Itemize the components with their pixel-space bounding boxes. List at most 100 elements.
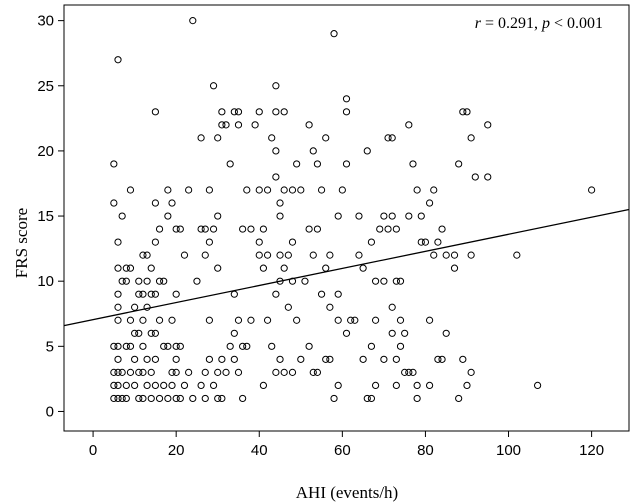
data-point bbox=[463, 381, 471, 390]
data-point bbox=[135, 368, 143, 376]
data-point bbox=[243, 342, 251, 350]
data-point bbox=[409, 368, 417, 376]
data-point bbox=[276, 199, 284, 207]
data-point bbox=[122, 342, 130, 350]
y-tick-label: 0 bbox=[46, 403, 54, 420]
data-point bbox=[363, 147, 371, 155]
data-point bbox=[239, 394, 247, 403]
data-point bbox=[185, 186, 193, 194]
data-point bbox=[301, 277, 309, 285]
data-point bbox=[118, 212, 126, 220]
data-point bbox=[268, 134, 276, 142]
data-point bbox=[396, 316, 405, 324]
data-point bbox=[371, 316, 380, 324]
data-point bbox=[413, 186, 421, 194]
data-point bbox=[160, 277, 168, 285]
data-point bbox=[110, 199, 118, 207]
data-point bbox=[342, 329, 351, 337]
data-point bbox=[230, 355, 238, 363]
x-tick-label: 40 bbox=[251, 442, 268, 459]
data-point bbox=[430, 186, 438, 194]
data-point bbox=[297, 186, 305, 194]
data-point bbox=[205, 238, 214, 246]
data-point bbox=[425, 199, 434, 207]
data-point bbox=[334, 212, 342, 220]
data-point bbox=[126, 186, 135, 194]
data-point bbox=[147, 329, 155, 337]
data-point bbox=[588, 186, 596, 194]
data-point bbox=[222, 121, 230, 129]
data-point bbox=[110, 342, 118, 350]
data-point bbox=[205, 355, 214, 363]
data-point bbox=[313, 225, 322, 233]
data-point bbox=[450, 264, 459, 272]
data-point bbox=[297, 355, 305, 363]
data-point bbox=[139, 316, 147, 324]
data-point bbox=[326, 303, 334, 311]
data-point bbox=[131, 303, 139, 311]
data-point bbox=[234, 368, 243, 376]
data-point bbox=[209, 225, 218, 233]
data-point bbox=[189, 394, 197, 403]
data-point bbox=[122, 264, 130, 272]
x-axis-title: AHI (events/h) bbox=[296, 483, 398, 502]
data-point bbox=[455, 394, 463, 403]
data-point bbox=[243, 186, 251, 194]
data-point bbox=[147, 290, 155, 298]
data-point bbox=[201, 368, 209, 376]
data-point bbox=[230, 290, 238, 298]
data-point bbox=[276, 355, 284, 363]
data-point bbox=[180, 251, 189, 259]
data-point bbox=[347, 316, 355, 324]
data-point bbox=[409, 160, 417, 168]
data-point bbox=[388, 212, 396, 220]
data-point bbox=[413, 394, 421, 403]
data-point bbox=[392, 381, 400, 390]
data-point bbox=[534, 381, 542, 390]
data-point bbox=[467, 134, 475, 142]
data-point bbox=[172, 290, 180, 298]
data-point bbox=[255, 108, 263, 116]
data-point bbox=[218, 108, 226, 116]
data-point bbox=[172, 394, 180, 403]
data-point bbox=[384, 225, 392, 233]
data-point bbox=[272, 368, 280, 376]
data-point bbox=[272, 290, 280, 298]
data-point bbox=[342, 160, 351, 168]
data-point bbox=[255, 238, 263, 246]
data-point bbox=[322, 355, 330, 363]
correlation-annotation: r = 0.291, p < 0.001 bbox=[475, 15, 603, 32]
data-point bbox=[234, 121, 243, 129]
data-point bbox=[280, 108, 288, 116]
data-point bbox=[214, 394, 222, 403]
data-point bbox=[160, 381, 168, 390]
data-point bbox=[139, 290, 147, 298]
data-point bbox=[151, 329, 159, 337]
data-point bbox=[459, 355, 467, 363]
data-point bbox=[143, 381, 151, 390]
data-point bbox=[168, 381, 176, 390]
data-point bbox=[126, 342, 135, 350]
data-point bbox=[139, 342, 147, 350]
data-point bbox=[272, 147, 280, 155]
data-point bbox=[376, 225, 384, 233]
x-tick-label: 0 bbox=[89, 442, 97, 459]
data-point bbox=[322, 134, 330, 142]
data-point bbox=[272, 82, 280, 90]
data-point bbox=[263, 316, 272, 324]
data-point bbox=[367, 238, 376, 246]
data-point bbox=[442, 251, 450, 259]
y-tick-label: 30 bbox=[37, 13, 54, 30]
x-tick-label: 60 bbox=[334, 442, 351, 459]
data-point bbox=[185, 368, 193, 376]
y-tick-label: 20 bbox=[37, 143, 54, 160]
data-point bbox=[467, 251, 475, 259]
data-point bbox=[114, 56, 122, 64]
data-point bbox=[189, 17, 197, 25]
data-point bbox=[172, 342, 180, 350]
data-point bbox=[135, 277, 143, 285]
data-point bbox=[218, 121, 226, 129]
data-point bbox=[438, 225, 446, 233]
data-point bbox=[330, 30, 338, 38]
data-point bbox=[463, 108, 471, 116]
